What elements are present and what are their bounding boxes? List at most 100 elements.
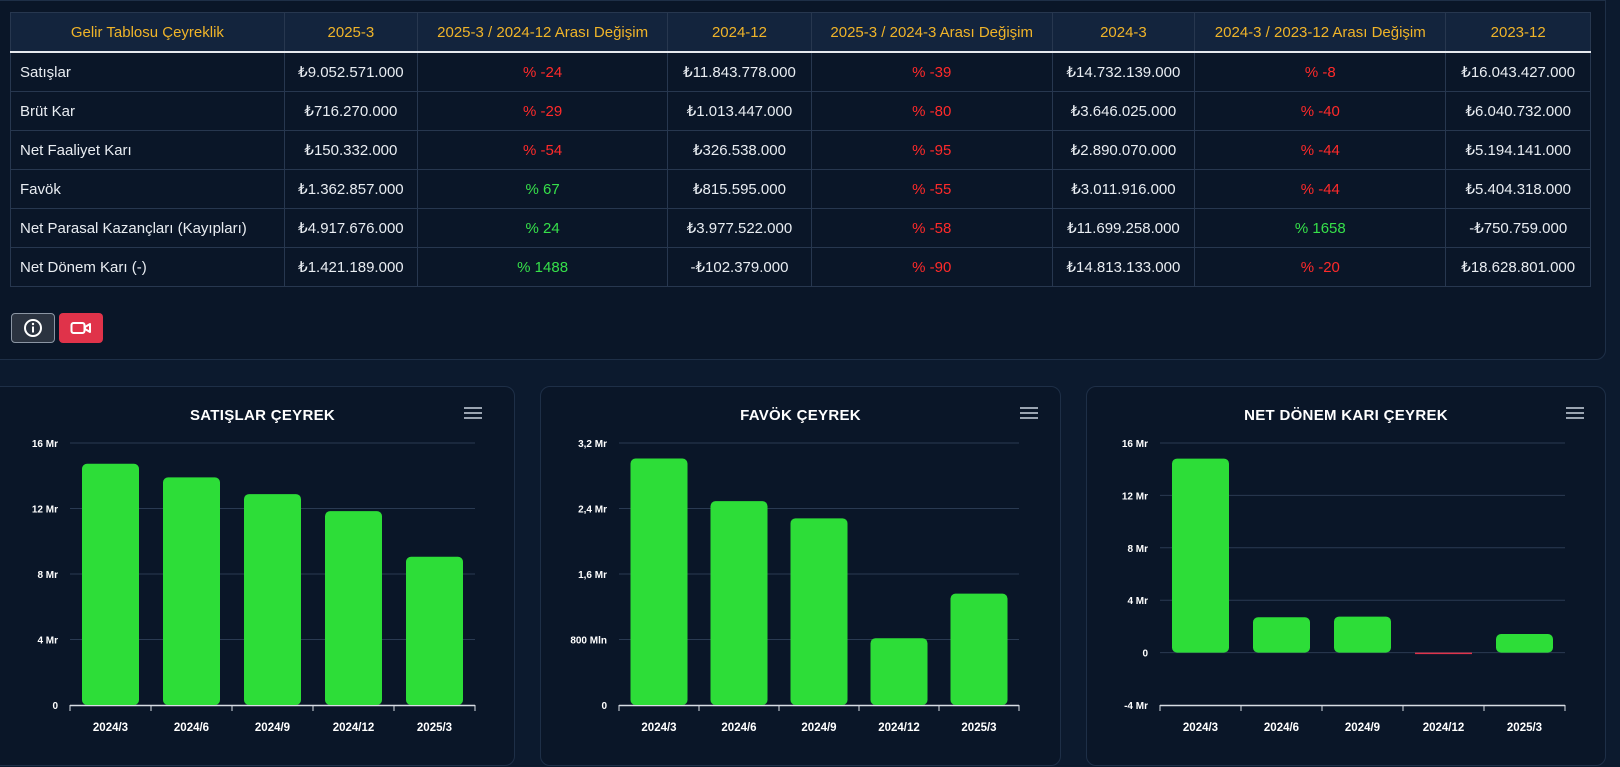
value-cell: ₺716.270.000	[283, 91, 419, 131]
x-tick-label: 2024/9	[255, 722, 290, 734]
change-percent-cell: % -44	[1194, 169, 1447, 209]
income-statement-table: Gelir Tablosu Çeyreklik 2025-3 2025-3 / 20…	[10, 12, 1591, 287]
x-tick-label: 2024/9	[801, 722, 836, 734]
chart-title: NET DÖNEM KARI ÇEYREK	[1244, 407, 1448, 424]
bar[interactable]	[710, 501, 768, 705]
chart-title: SATIŞLAR ÇEYREK	[189, 407, 336, 424]
x-tick-label: 2024/6	[174, 722, 209, 734]
value-cell: ₺1.013.447.000	[667, 91, 812, 131]
value-cell: ₺3.011.916.000	[1051, 169, 1196, 209]
y-tick-label: 16 Mr	[1122, 439, 1148, 450]
x-tick-label: 2024/9	[1345, 722, 1380, 734]
x-tick-label: 2025/3	[1507, 722, 1542, 734]
favok-quarter-chart-card: FAVÖK ÇEYREK 0 800 Mln 1,6 Mr 2,4 Mr 3,2 Mr 2…	[540, 386, 1061, 766]
bar[interactable]	[1496, 633, 1553, 653]
y-tick-label: 12 Mr	[32, 505, 58, 516]
change-percent-cell: % -58	[810, 208, 1053, 248]
row-label: Satışlar	[10, 51, 285, 92]
chart-menu-icon[interactable]	[1020, 407, 1038, 421]
change-percent-cell: % -90	[810, 247, 1053, 287]
bar[interactable]	[1334, 616, 1391, 653]
change-percent-cell: % 24	[417, 208, 669, 248]
y-tick-label: 0	[1142, 649, 1148, 660]
table-row: Favök ₺1.362.857.000% 67 ₺815.595.000% -55…	[10, 169, 1591, 209]
change-percent-cell: % -29	[417, 91, 669, 131]
table-header-period: 2023-12	[1445, 12, 1591, 53]
info-circle-icon	[24, 319, 42, 337]
change-percent-cell: % 1488	[417, 247, 669, 287]
x-tick-label: 2025/3	[417, 722, 452, 734]
change-percent-cell: % -20	[1194, 247, 1447, 287]
table-row: Net Parasal Kazançları (Kayıpları) ₺4.917…	[10, 208, 1591, 248]
change-percent-cell: % -80	[810, 91, 1053, 131]
y-tick-label: 12 Mr	[1122, 491, 1148, 502]
y-tick-label: 1,6 Mr	[578, 570, 607, 581]
value-cell: ₺14.813.133.000	[1051, 247, 1196, 287]
x-tick-label: 2024/3	[1183, 722, 1218, 734]
change-percent-cell: % -54	[417, 130, 669, 170]
bar[interactable]	[244, 494, 301, 705]
chart-title: FAVÖK ÇEYREK	[740, 407, 861, 424]
value-cell: ₺3.646.025.000	[1051, 91, 1196, 131]
value-cell: ₺5.404.318.000	[1445, 169, 1591, 209]
bar-chart-svg: -4 Mr 0 4 Mr 8 Mr 12 Mr 16 Mr 2024/3 2024/6 2024…	[1122, 439, 1566, 734]
bar[interactable]	[1253, 617, 1310, 653]
value-cell: ₺14.732.139.000	[1051, 51, 1196, 92]
y-tick-label: 0	[601, 701, 607, 712]
table-header-period: 2024-12	[667, 12, 812, 53]
video-button[interactable]	[59, 313, 103, 343]
y-tick-label: 8 Mr	[1127, 544, 1148, 555]
x-tick-label: 2024/12	[333, 722, 375, 734]
bar-chart-svg: 0 4 Mr 8 Mr 12 Mr 16 Mr 2024/3 2024/6 2024/9 202…	[32, 439, 476, 734]
y-tick-label: 2,4 Mr	[578, 505, 607, 516]
table-row: Brüt Kar ₺716.270.000% -29 ₺1.013.447.000%…	[10, 91, 1591, 131]
x-tick-label: 2024/6	[1264, 722, 1299, 734]
value-cell: ₺16.043.427.000	[1445, 51, 1591, 92]
bar-chart-svg: 0 800 Mln 1,6 Mr 2,4 Mr 3,2 Mr 2024/3 2024/6 20…	[570, 439, 1020, 734]
change-percent-cell: % -40	[1194, 91, 1447, 131]
bar[interactable]	[1172, 458, 1229, 653]
bar[interactable]	[1415, 652, 1472, 655]
bar[interactable]	[950, 593, 1008, 705]
row-label: Favök	[10, 169, 285, 209]
change-percent-cell: % 1658	[1194, 208, 1447, 248]
change-percent-cell: % -24	[417, 51, 669, 92]
info-button[interactable]	[11, 313, 55, 343]
change-percent-cell: % -95	[810, 130, 1053, 170]
table-row: Net Faaliyet Karı ₺150.332.000% -54 ₺326.5…	[10, 130, 1591, 170]
chart-menu-icon[interactable]	[1566, 407, 1584, 421]
y-tick-label: 16 Mr	[32, 439, 58, 450]
x-tick-label: 2024/3	[93, 722, 128, 734]
table-header-row: Gelir Tablosu Çeyreklik 2025-3 2025-3 / 20…	[10, 12, 1591, 53]
chart-menu-icon[interactable]	[464, 407, 482, 421]
x-tick-label: 2025/3	[961, 722, 996, 734]
bar[interactable]	[630, 458, 688, 705]
table-header-period: 2024-3 / 2023-12 Arası Değişim	[1194, 12, 1447, 53]
row-label: Brüt Kar	[10, 91, 285, 131]
value-cell: ₺150.332.000	[283, 130, 419, 170]
value-cell: ₺815.595.000	[667, 169, 812, 209]
table-header-period: 2025-3 / 2024-3 Arası Değişim	[811, 12, 1053, 53]
bar[interactable]	[406, 556, 463, 705]
net-profit-quarter-chart-card: NET DÖNEM KARI ÇEYREK -4 Mr 0 4 Mr 8 Mr 12 M…	[1086, 386, 1606, 766]
change-percent-cell: % 67	[417, 169, 669, 209]
value-cell: -₺750.759.000	[1445, 208, 1591, 248]
row-label: Net Dönem Karı (-)	[10, 247, 285, 287]
value-cell: ₺6.040.732.000	[1445, 91, 1591, 131]
bar[interactable]	[325, 511, 382, 705]
table-header-period: 2025-3	[284, 12, 419, 53]
x-tick-label: 2024/6	[721, 722, 756, 734]
video-camera-icon	[70, 322, 91, 334]
change-percent-cell: % -44	[1194, 130, 1447, 170]
bar[interactable]	[790, 518, 848, 705]
y-tick-label: 0	[52, 701, 58, 712]
change-percent-cell: % -8	[1194, 51, 1447, 92]
bar[interactable]	[870, 638, 928, 705]
value-cell: ₺4.917.676.000	[283, 208, 419, 248]
bar[interactable]	[82, 463, 139, 705]
y-tick-label: 3,2 Mr	[578, 439, 607, 450]
bar[interactable]	[163, 477, 220, 705]
value-cell: ₺9.052.571.000	[283, 51, 419, 92]
sales-quarter-chart-card: SATIŞLAR ÇEYREK 0 4 Mr 8 Mr 12 Mr 16 Mr 2024/…	[0, 386, 515, 766]
value-cell: ₺11.699.258.000	[1051, 208, 1196, 248]
